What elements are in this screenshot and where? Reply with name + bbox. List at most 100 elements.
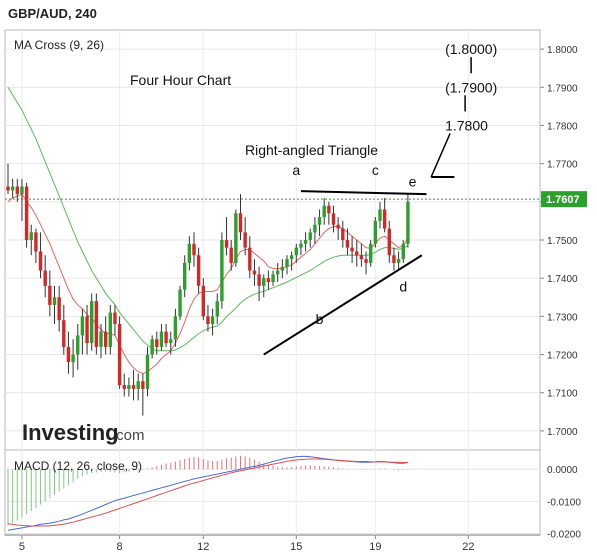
date-tick-label: 8: [117, 541, 123, 553]
candle-body: [355, 251, 359, 256]
candle: [313, 217, 317, 244]
candle: [406, 194, 410, 248]
candle: [52, 285, 57, 324]
candle: [201, 278, 205, 321]
candle: [276, 262, 280, 282]
date-tick-label: 12: [197, 541, 209, 553]
candle: [71, 339, 75, 378]
candle: [257, 266, 261, 302]
target-label: 1.7800: [445, 117, 488, 133]
axis-layer: 1.7000 1.7100 1.7200 1.7300 1.7400 1.7500 1.76…: [19, 45, 587, 553]
candle: [215, 293, 219, 324]
candle-body: [99, 331, 103, 347]
candle: [38, 232, 43, 279]
price-tick-label: 1.7000: [547, 427, 578, 438]
candle: [122, 373, 126, 397]
candle-body: [248, 247, 252, 271]
pattern-point-label: c: [372, 162, 379, 178]
candle-body: [382, 209, 387, 229]
candle-body: [341, 228, 345, 240]
candle: [387, 220, 391, 263]
candle: [76, 324, 80, 370]
candle: [196, 247, 201, 294]
candle-body: [155, 339, 159, 347]
candle-body: [131, 385, 136, 389]
candle-body: [289, 255, 294, 260]
candle-body: [359, 255, 364, 260]
candle-body: [24, 186, 29, 240]
ma-fast-line: [7, 193, 409, 375]
candle: [173, 308, 178, 347]
candle: [6, 163, 10, 195]
candle-body: [206, 316, 210, 324]
candle-body: [94, 301, 99, 347]
price-tick-label: 1.7700: [547, 160, 578, 171]
price-tick-label: 1.7500: [547, 236, 578, 247]
candle-body: [350, 247, 354, 252]
candle-body: [103, 331, 108, 347]
candle: [341, 220, 345, 248]
candle: [141, 373, 145, 416]
candle: [317, 209, 322, 237]
candle: [113, 304, 117, 336]
chart-title: Four Hour Chart: [130, 72, 231, 88]
candle: [66, 331, 71, 374]
macd-label: MACD (12, 26, close, 9): [14, 459, 142, 473]
candle-body: [262, 278, 266, 286]
candle: [15, 178, 19, 202]
candle-body: [196, 255, 201, 286]
candle-body: [48, 285, 52, 305]
macd-tick-label: -0.0100: [547, 497, 581, 508]
candle: [243, 217, 247, 256]
candle: [303, 232, 308, 252]
candle-body: [43, 270, 47, 286]
candle: [266, 270, 271, 290]
candle: [10, 178, 15, 198]
candle: [280, 259, 285, 279]
candle-body: [90, 301, 94, 344]
candle-body: [113, 312, 117, 324]
investing-logo: Investing .com: [22, 420, 145, 445]
candle: [90, 293, 94, 351]
price-tick-label: 1.8000: [547, 45, 578, 56]
candle-body: [136, 381, 140, 389]
candle: [145, 346, 150, 397]
candle-body: [76, 335, 80, 355]
candle-body: [369, 243, 373, 263]
resistance-line: [300, 190, 427, 196]
candle-body: [20, 186, 24, 195]
candle-body: [271, 274, 275, 282]
candle: [289, 251, 294, 271]
candle-body: [178, 289, 182, 317]
macd-tick-label: 0.0000: [547, 465, 578, 476]
pattern-point-label: a: [292, 162, 300, 178]
candle: [183, 255, 187, 298]
candle-body: [373, 220, 378, 244]
candle-body: [331, 213, 336, 225]
candle: [336, 217, 340, 240]
candle-body: [387, 228, 391, 256]
candle-body: [220, 240, 224, 302]
candle: [34, 228, 38, 263]
candle-body: [6, 186, 10, 191]
candle-body: [229, 247, 233, 263]
candle: [29, 224, 33, 256]
candle: [345, 228, 350, 256]
candle: [378, 201, 382, 229]
candle-body: [327, 205, 331, 214]
candle: [224, 217, 229, 256]
date-tick-label: 22: [462, 541, 474, 553]
candle-body: [317, 217, 322, 225]
date-tick-label: 19: [369, 541, 381, 553]
candle-body: [173, 316, 178, 340]
candle: [364, 251, 368, 275]
candle-body: [322, 205, 326, 218]
candle-body: [313, 224, 317, 233]
candle-body: [57, 297, 61, 321]
symbol-title: GBP/AUD, 240: [8, 6, 97, 21]
candle: [234, 209, 238, 267]
candle-body: [122, 385, 126, 389]
candle-body: [276, 270, 280, 275]
